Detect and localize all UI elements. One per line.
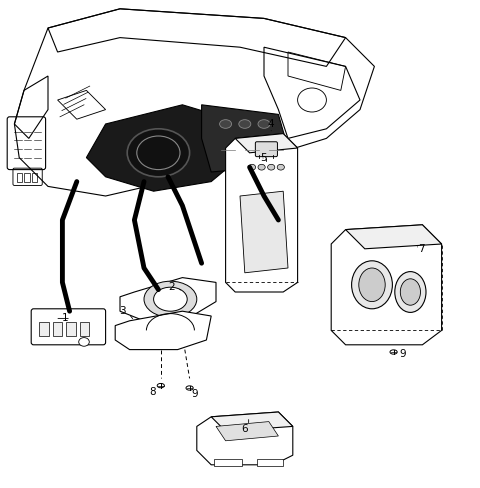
Polygon shape bbox=[216, 422, 278, 441]
Text: 7: 7 bbox=[418, 244, 425, 254]
Bar bbox=[257, 459, 283, 466]
Bar bbox=[39, 322, 49, 336]
Ellipse shape bbox=[277, 164, 284, 170]
Ellipse shape bbox=[127, 129, 190, 177]
Ellipse shape bbox=[249, 164, 256, 170]
Ellipse shape bbox=[186, 386, 193, 390]
Bar bbox=[17, 173, 22, 182]
Polygon shape bbox=[115, 311, 211, 349]
FancyBboxPatch shape bbox=[31, 309, 106, 345]
Ellipse shape bbox=[144, 281, 197, 317]
Polygon shape bbox=[197, 412, 293, 465]
Bar bbox=[80, 322, 89, 336]
Bar bbox=[24, 173, 30, 182]
Ellipse shape bbox=[400, 279, 420, 305]
Polygon shape bbox=[240, 191, 288, 273]
Text: 1: 1 bbox=[61, 313, 68, 324]
Polygon shape bbox=[86, 105, 240, 191]
Ellipse shape bbox=[258, 164, 265, 170]
Text: 2: 2 bbox=[168, 282, 175, 292]
Ellipse shape bbox=[258, 120, 270, 128]
Text: 4: 4 bbox=[268, 119, 275, 129]
Polygon shape bbox=[226, 134, 298, 292]
Text: 6: 6 bbox=[241, 424, 248, 434]
Polygon shape bbox=[202, 105, 288, 172]
Text: 8: 8 bbox=[149, 387, 156, 397]
Polygon shape bbox=[211, 412, 293, 431]
Text: 5: 5 bbox=[260, 153, 266, 163]
Ellipse shape bbox=[395, 272, 426, 312]
Ellipse shape bbox=[79, 338, 89, 346]
Ellipse shape bbox=[390, 350, 397, 354]
Polygon shape bbox=[235, 134, 298, 153]
Polygon shape bbox=[331, 225, 442, 345]
Text: 3: 3 bbox=[119, 306, 126, 316]
Bar bbox=[214, 459, 242, 466]
Ellipse shape bbox=[157, 384, 164, 388]
Ellipse shape bbox=[359, 268, 385, 302]
Text: 9: 9 bbox=[191, 389, 198, 399]
Ellipse shape bbox=[351, 261, 393, 309]
Bar bbox=[53, 322, 62, 336]
FancyBboxPatch shape bbox=[255, 142, 277, 157]
Ellipse shape bbox=[239, 120, 251, 128]
Polygon shape bbox=[120, 278, 216, 321]
Text: 9: 9 bbox=[399, 349, 406, 359]
Bar bbox=[32, 173, 37, 182]
Ellipse shape bbox=[267, 164, 275, 170]
Ellipse shape bbox=[219, 120, 232, 128]
Bar bbox=[66, 322, 76, 336]
Polygon shape bbox=[346, 225, 442, 249]
Ellipse shape bbox=[154, 287, 187, 311]
